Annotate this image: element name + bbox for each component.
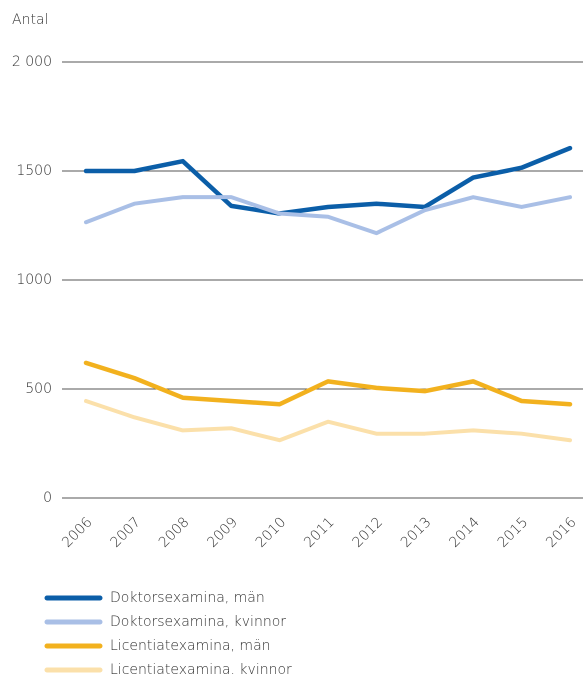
x-tick-label: 2016 — [543, 514, 580, 551]
y-tick-label: 500 — [25, 381, 52, 397]
legend-label: Licentiatexamina. kvinnor — [110, 662, 292, 678]
x-tick-label: 2015 — [495, 514, 532, 551]
x-tick-label: 2009 — [204, 514, 241, 551]
x-tick-label: 2008 — [156, 514, 193, 551]
line-series — [84, 195, 572, 236]
x-tick-label: 2007 — [108, 514, 145, 551]
x-tick-label: 2013 — [398, 514, 435, 551]
y-tick-label: 1500 — [16, 163, 52, 179]
line-series — [84, 398, 572, 443]
y-tick-label: 0 — [43, 490, 52, 506]
x-tick-label: 2011 — [301, 514, 338, 551]
legend-label: Doktorsexamina, män — [110, 590, 265, 606]
line-series — [83, 145, 573, 216]
x-tick-label: 2012 — [350, 514, 387, 551]
y-tick-label: 1000 — [16, 272, 52, 288]
legend-label: Doktorsexamina, kvinnor — [110, 614, 286, 630]
x-tick-label: 2006 — [59, 514, 96, 551]
legend-label: Licentiatexamina, män — [110, 638, 271, 654]
y-axis-label: Antal — [12, 12, 48, 28]
line-series — [83, 360, 573, 407]
y-tick-label: 2 000 — [12, 54, 52, 70]
x-tick-label: 2010 — [253, 514, 290, 551]
x-tick-label: 2014 — [446, 514, 483, 551]
